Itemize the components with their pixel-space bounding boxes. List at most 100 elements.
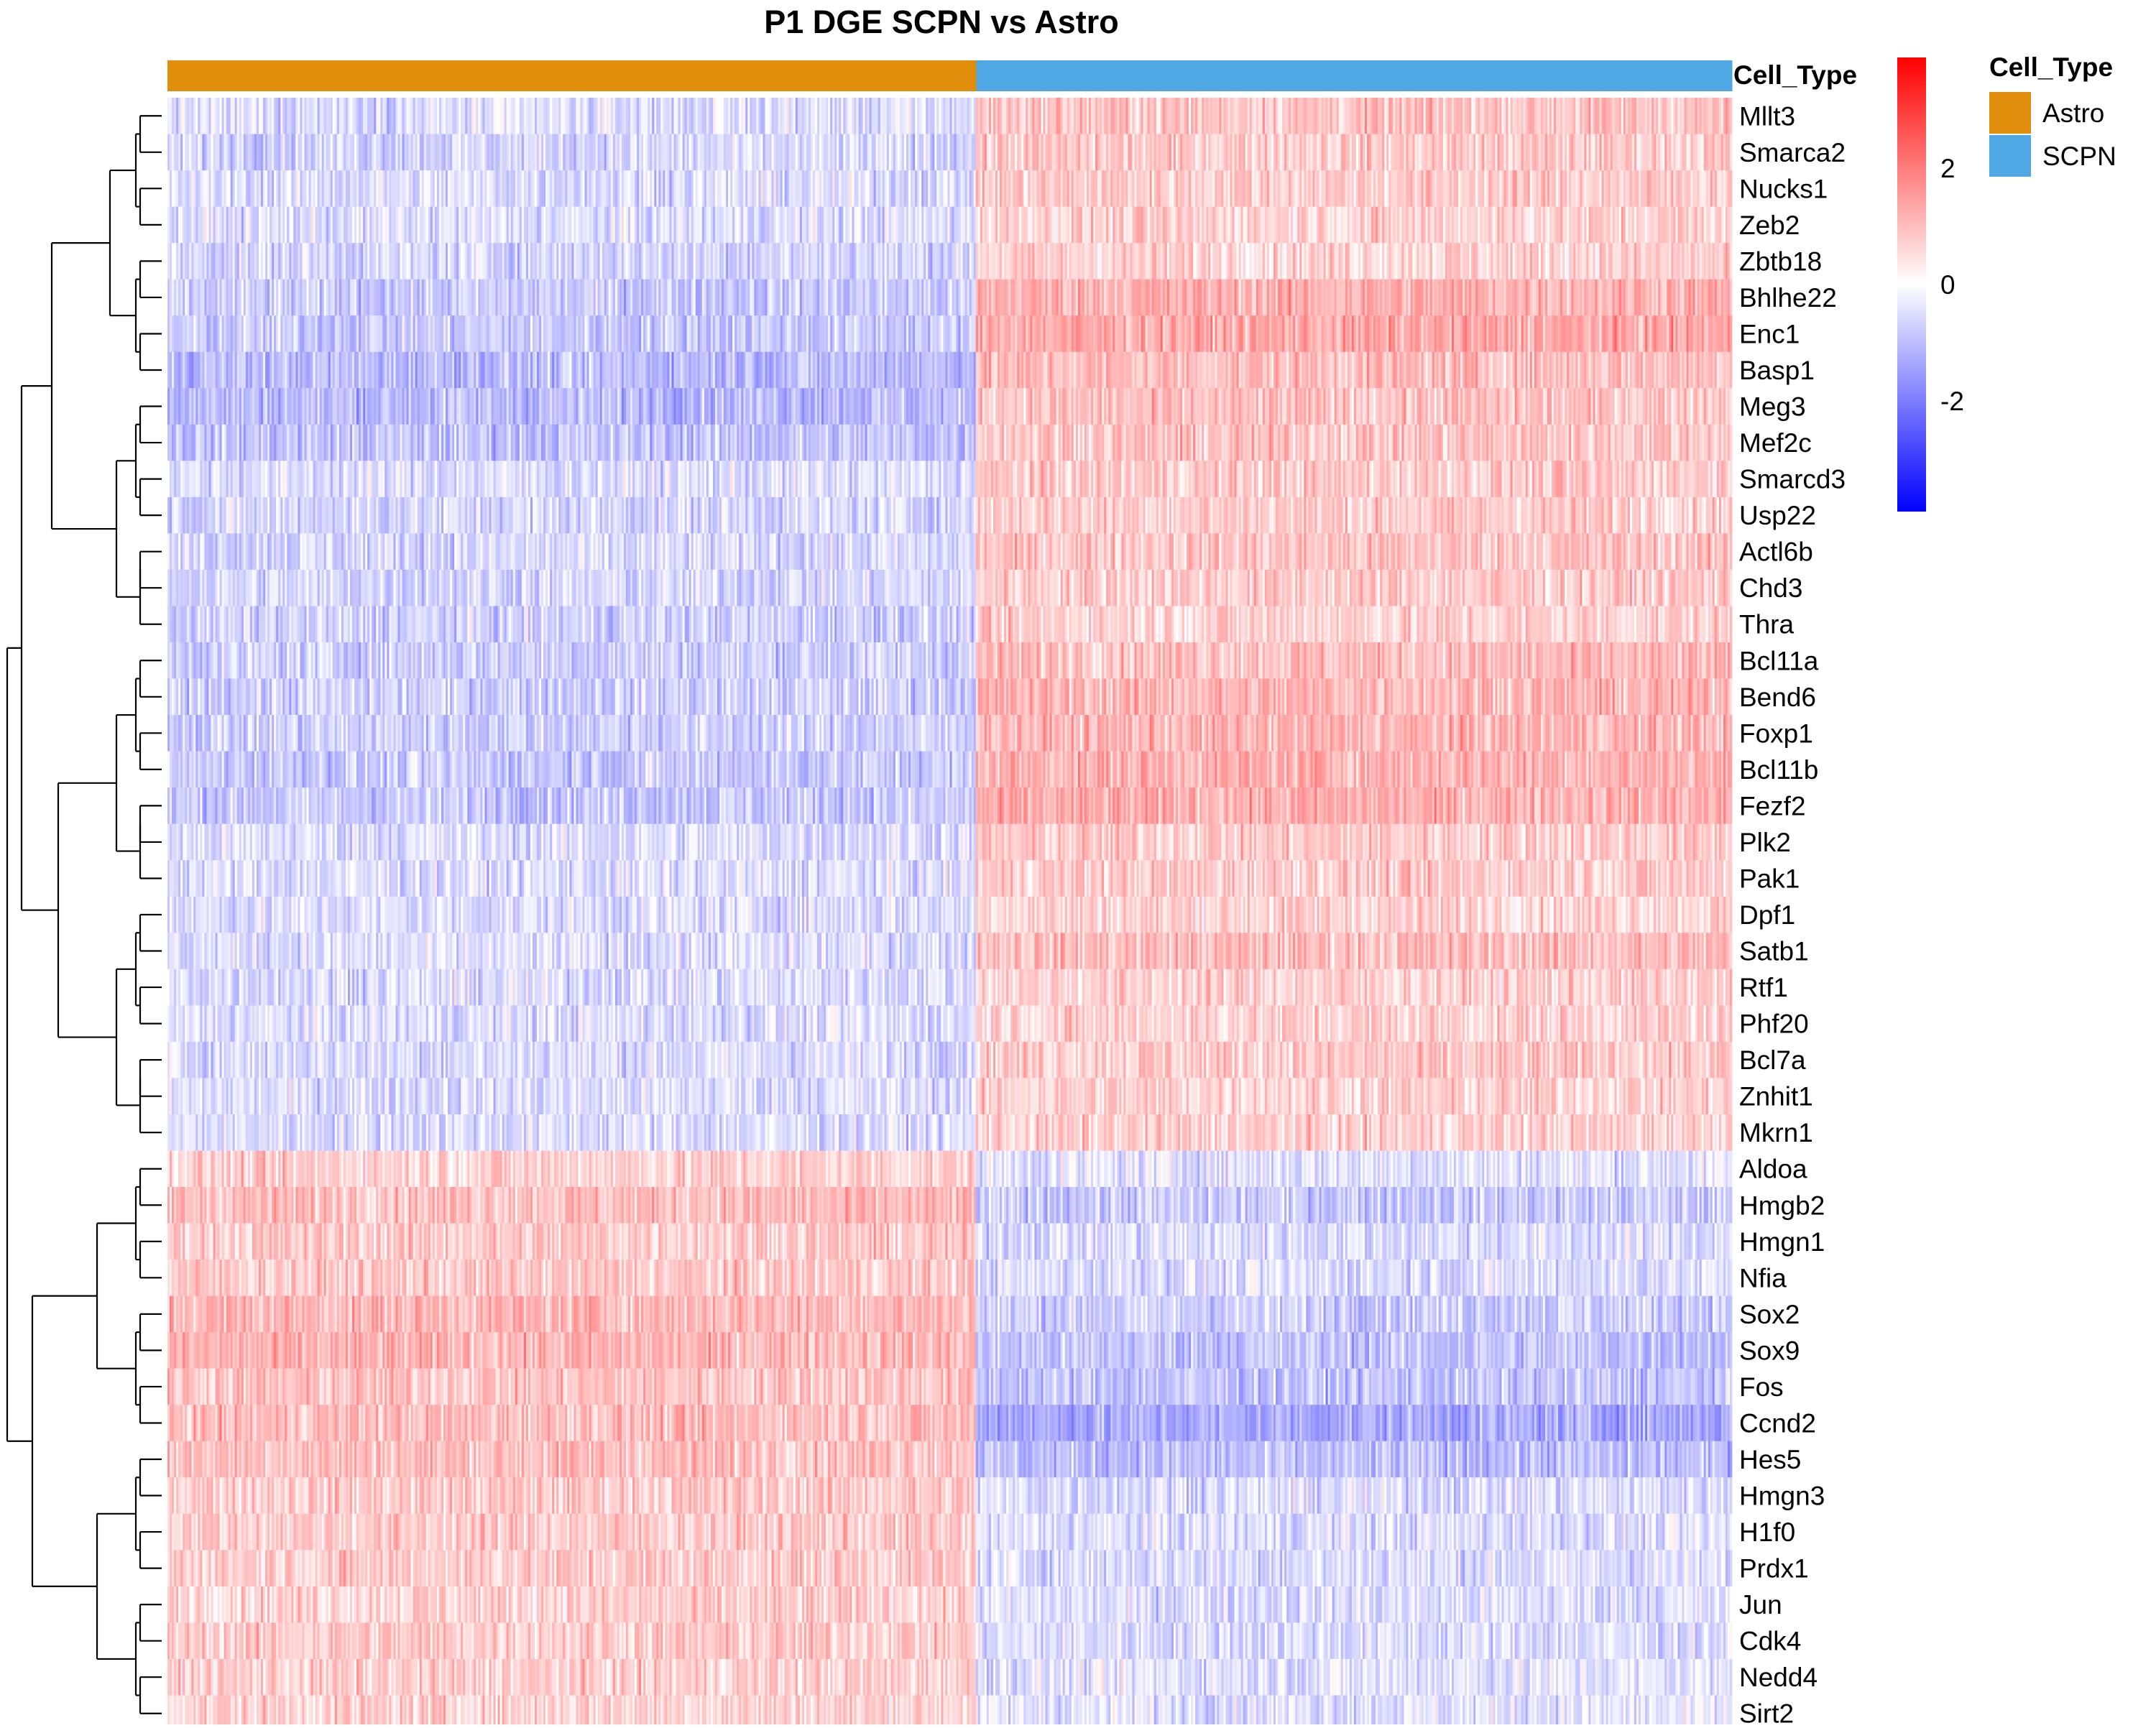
gene-label-mef2c: Mef2c (1739, 428, 1812, 458)
legend-swatch-scpn (1989, 135, 2031, 177)
gene-label-enc1: Enc1 (1739, 320, 1800, 349)
gene-label-basp1: Basp1 (1739, 356, 1815, 385)
gene-label-usp22: Usp22 (1739, 501, 1816, 530)
heatmap-row-satb1 (167, 933, 1732, 969)
gene-label-meg3: Meg3 (1739, 392, 1806, 422)
gene-label-znhit1: Znhit1 (1739, 1082, 1813, 1112)
gene-label-chd3: Chd3 (1739, 573, 1802, 603)
heatmap-row-bcl7a (167, 1042, 1732, 1078)
heatmap-row-rtf1 (167, 969, 1732, 1006)
gene-label-rtf1: Rtf1 (1739, 973, 1788, 1002)
gene-label-sirt2: Sirt2 (1739, 1699, 1794, 1724)
heatmap-row-fezf2 (167, 787, 1732, 824)
gene-label-bcl11a: Bcl11a (1739, 646, 1819, 675)
heatmap-row-fos (167, 1369, 1732, 1405)
colorbar-gradient (1897, 57, 1926, 512)
annotation-segment-astro (167, 60, 977, 91)
heatmap-row-ccnd2 (167, 1405, 1732, 1441)
gene-label-satb1: Satb1 (1739, 937, 1809, 966)
gene-label-phf20: Phf20 (1739, 1009, 1809, 1039)
gene-label-bend6: Bend6 (1739, 683, 1816, 712)
annotation-bar-label: Cell_Type (1733, 60, 1857, 90)
gene-label-fos: Fos (1739, 1372, 1784, 1402)
heatmap-row-znhit1 (167, 1078, 1732, 1114)
legend-title: Cell_Type (1989, 52, 2113, 82)
heatmap-body (167, 98, 1732, 1724)
heatmap-row-aldoa (167, 1150, 1732, 1187)
heatmap-row-mef2c (167, 425, 1732, 461)
heatmap-row-h1f0 (167, 1514, 1732, 1551)
legend-label-astro: Astro (2042, 98, 2104, 128)
heatmap-row-sox2 (167, 1296, 1732, 1333)
gene-label-bhlhe22: Bhlhe22 (1739, 283, 1837, 313)
gene-label-dpf1: Dpf1 (1739, 900, 1795, 930)
legend-swatch-astro (1989, 92, 2031, 134)
heatmap-row-basp1 (167, 352, 1732, 389)
row-dendrogram (7, 116, 162, 1713)
heatmap-row-hmgn3 (167, 1477, 1732, 1514)
heatmap-row-nfia (167, 1260, 1732, 1296)
gene-label-nucks1: Nucks1 (1739, 174, 1828, 203)
gene-label-column: Mllt3 Smarca2 Nucks1 Zeb2 Zbtb18 Bhlhe22 Enc1 B… (1739, 101, 1846, 1724)
gene-label-prdx1: Prdx1 (1739, 1554, 1809, 1584)
heatmap-row-mllt3 (167, 98, 1732, 134)
gene-label-jun: Jun (1739, 1590, 1782, 1620)
gene-label-smarca2: Smarca2 (1739, 138, 1846, 167)
heatmap-row-hes5 (167, 1441, 1732, 1478)
heatmap-row-dpf1 (167, 897, 1732, 933)
heatmap-row-smarca2 (167, 134, 1732, 171)
heatmap-row-hmgb2 (167, 1187, 1732, 1224)
heatmap-row-phf20 (167, 1005, 1732, 1042)
gene-label-thra: Thra (1739, 610, 1795, 639)
gene-label-cdk4: Cdk4 (1739, 1627, 1801, 1656)
gene-label-mllt3: Mllt3 (1739, 101, 1795, 131)
heatmap-row-bend6 (167, 679, 1732, 716)
chart-title: P1 DGE SCPN vs Astro (764, 4, 1118, 40)
heatmap-row-foxp1 (167, 715, 1732, 752)
colorbar-tick-label: 2 (1940, 154, 1955, 183)
heatmap-row-chd3 (167, 570, 1732, 606)
heatmap-row-cdk4 (167, 1622, 1732, 1659)
heatmap-row-zbtb18 (167, 243, 1732, 279)
heatmap-row-actl6b (167, 533, 1732, 570)
gene-label-zeb2: Zeb2 (1739, 211, 1800, 240)
heatmap-row-meg3 (167, 388, 1732, 425)
gene-label-sox2: Sox2 (1739, 1300, 1800, 1329)
gene-label-bcl11b: Bcl11b (1739, 755, 1818, 785)
heatmap-row-bhlhe22 (167, 279, 1732, 316)
colorbar-tick-label: -2 (1940, 387, 1964, 416)
gene-label-smarcd3: Smarcd3 (1739, 465, 1846, 494)
heatmap-row-nedd4 (167, 1659, 1732, 1696)
heatmap-row-hmgn1 (167, 1224, 1732, 1260)
gene-label-actl6b: Actl6b (1739, 537, 1813, 567)
gene-label-zbtb18: Zbtb18 (1739, 246, 1822, 276)
heatmap-row-bcl11a (167, 642, 1732, 679)
gene-label-hmgb2: Hmgb2 (1739, 1191, 1825, 1220)
gene-label-nedd4: Nedd4 (1739, 1663, 1818, 1692)
heatmap-row-prdx1 (167, 1550, 1732, 1586)
colorbar-tick-label: 0 (1940, 270, 1955, 300)
heatmap-row-jun (167, 1586, 1732, 1623)
gene-label-fezf2: Fezf2 (1739, 791, 1806, 821)
heatmap-row-bcl11b (167, 752, 1732, 788)
gene-label-bcl7a: Bcl7a (1739, 1045, 1806, 1075)
annotation-segment-scpn (977, 60, 1733, 91)
heatmap-row-usp22 (167, 497, 1732, 534)
heatmap-row-thra (167, 606, 1732, 642)
heatmap-row-mkrn1 (167, 1114, 1732, 1151)
heatmap-row-smarcd3 (167, 461, 1732, 497)
heatmap-row-plk2 (167, 824, 1732, 861)
gene-label-h1f0: H1f0 (1739, 1517, 1795, 1547)
gene-label-foxp1: Foxp1 (1739, 719, 1813, 748)
heatmap-row-enc1 (167, 315, 1732, 352)
heatmap-row-nucks1 (167, 170, 1732, 207)
heatmap-row-pak1 (167, 860, 1732, 897)
gene-label-ccnd2: Ccnd2 (1739, 1409, 1816, 1438)
gene-label-pak1: Pak1 (1739, 864, 1800, 894)
cell-type-annotation-bar (167, 60, 1733, 91)
gene-label-hmgn3: Hmgn3 (1739, 1482, 1825, 1511)
color-scale-legend: 2 0 -2 (1897, 57, 1964, 512)
gene-label-hmgn1: Hmgn1 (1739, 1227, 1825, 1257)
